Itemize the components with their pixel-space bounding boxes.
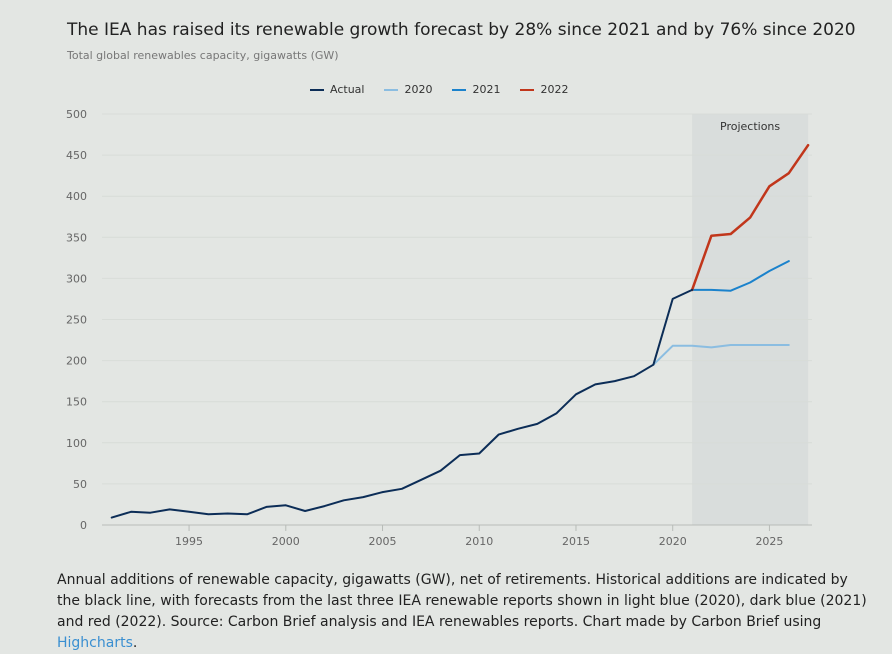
y-tick-label: 400 [66,190,87,203]
x-tick-label: 2005 [369,535,397,548]
series-line-2020 [652,344,790,366]
y-tick-label: 150 [66,396,87,409]
legend-item-2020[interactable]: 2020 [384,83,432,96]
legend-swatch-2020 [384,88,399,91]
y-tick-label: 200 [66,355,87,368]
x-tick-label: 2000 [272,535,300,548]
x-tick-label: 2015 [562,535,590,548]
x-tick-label: 2025 [755,535,783,548]
chart-subtitle: Total global renewables capacity, gigawa… [67,49,339,62]
y-tick-label: 500 [66,108,87,121]
y-tick-label: 300 [66,272,87,285]
legend-swatch-2022 [520,88,535,91]
y-tick-label: 50 [73,478,87,491]
caption-text: Annual additions of renewable capacity, … [57,572,867,630]
legend-item-2022[interactable]: 2022 [520,83,568,96]
series-line-actual [110,288,694,519]
legend-label-2022: 2022 [540,83,569,96]
series-line-2021 [691,260,790,292]
y-tick-label: 250 [66,314,87,327]
highcharts-link[interactable]: Highcharts [57,635,133,651]
x-tick-label: 2020 [659,535,687,548]
chart-caption: Annual additions of renewable capacity, … [57,570,872,654]
legend-item-actual[interactable]: Actual [310,83,364,96]
legend-label-actual: Actual [330,83,365,96]
y-tick-label: 100 [66,437,87,450]
legend-swatch-2021 [452,88,467,91]
line-chart: Projections 0 50 100 150 200 250 300 350 400 450 50… [66,108,812,548]
legend-item-2021[interactable]: 2021 [452,83,500,96]
legend: Actual 2020 2021 2022 [310,83,568,96]
legend-label-2021: 2021 [472,83,501,96]
y-tick-label: 350 [66,231,87,244]
legend-swatch-actual [310,88,324,91]
x-tick-label: 2010 [465,535,493,548]
chart-title: The IEA has raised its renewable growth … [67,20,856,40]
series-line-2022 [690,143,810,292]
x-tick-label: 1995 [175,535,203,548]
y-tick-label: 0 [80,519,87,532]
y-tick-label: 450 [66,149,87,162]
projections-label: Projections [720,120,780,133]
caption-end: . [132,635,138,651]
legend-label-2020: 2020 [404,83,433,96]
